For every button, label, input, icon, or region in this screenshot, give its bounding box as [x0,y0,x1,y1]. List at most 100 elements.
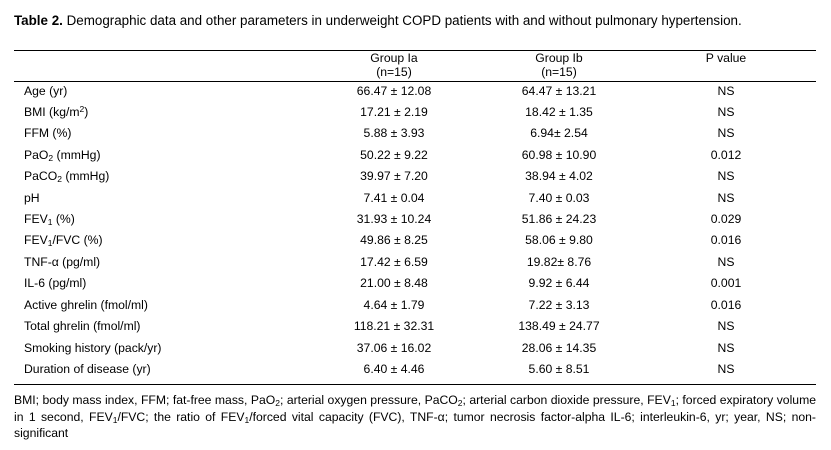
header-group-ib: Group Ib (n=15) [479,51,639,79]
row-p-value: NS [717,105,735,119]
footnote-subscript: 2 [275,398,280,408]
row-group-ia-value: 21.00 ± 8.48 [360,276,428,290]
row-group-ia-value: 118.21 ± 32.31 [353,319,435,333]
row-group-ia-value: 37.06 ± 16.02 [356,341,432,355]
table-row: IL-6 (pg/ml) 21.00 ± 8.48 9.92 ± 6.44 0.… [14,273,816,294]
row-parameter: FEV1/FVC (%) [24,230,103,251]
row-parameter-subscript: 2 [48,153,54,163]
row-group-ib-value: 6.94± 2.54 [530,126,588,140]
row-group-ia-value: 7.41 ± 0.04 [363,191,425,205]
row-group-ia-value: 50.22 ± 9.22 [360,148,428,162]
row-p-value: NS [717,362,735,376]
row-p-value: 0.029 [710,212,742,226]
row-p-value: NS [717,341,735,355]
row-parameter: BMI (kg/m2) [24,102,88,123]
header-rule [14,81,816,82]
row-group-ia-value: 5.88 ± 3.93 [363,126,425,140]
row-group-ib-value: 9.92 ± 6.44 [528,276,590,290]
table-row: FFM (%) 5.88 ± 3.93 6.94± 2.54 NS [14,123,816,144]
row-group-ib-value: 18.42 ± 1.35 [525,105,593,119]
row-parameter-subscript: 1 [47,238,53,248]
row-parameter-text-end: (mmHg) [53,148,101,162]
table-row: TNF-α (pg/ml) 17.42 ± 6.59 19.82± 8.76 N… [14,252,816,273]
row-parameter: Total ghrelin (fmol/ml) [24,319,141,333]
row-parameter-subscript: 1 [47,217,53,227]
table-row: FEV1 (%) 31.93 ± 10.24 51.86 ± 24.23 0.0… [14,209,816,230]
row-parameter-text-end: (mmHg) [61,169,110,183]
footnote-subscript: 1 [670,398,676,408]
row-parameter: TNF-α (pg/ml) [24,255,101,269]
row-p-value: NS [717,84,735,98]
row-parameter: FFM (%) [24,126,72,140]
row-group-ib-value: 64.47 ± 13.21 [521,84,597,98]
row-group-ia-value: 6.40 ± 4.46 [363,362,425,376]
footnote-text: ; arterial oxygen pressure, PaCO [280,393,458,407]
header-p-value: P value [646,51,806,66]
row-group-ia-value: 66.47 ± 12.08 [356,84,432,98]
table-row: Smoking history (pack/yr) 37.06 ± 16.02 … [14,338,816,359]
row-parameter: Duration of disease (yr) [24,362,151,376]
row-parameter-text: FEV [24,233,48,247]
bottom-rule [14,384,816,385]
row-group-ib-value: 38.94 ± 4.02 [525,169,593,183]
table-row: PaO2 (mmHg) 50.22 ± 9.22 60.98 ± 10.90 0… [14,145,816,166]
header-group-ib-name: Group Ib [535,51,583,65]
row-group-ia-value: 17.42 ± 6.59 [360,255,428,269]
row-group-ia-value: 4.64 ± 1.79 [363,298,425,312]
table-row: pH 7.41 ± 0.04 7.40 ± 0.03 NS [14,188,816,209]
table-row: BMI (kg/m2) 17.21 ± 2.19 18.42 ± 1.35 NS [14,102,816,123]
footnote-subscript: 2 [457,398,463,408]
header-p-value-label: P value [705,51,747,65]
row-group-ia-value: 39.97 ± 7.20 [360,169,428,183]
row-p-value: NS [717,319,735,333]
row-group-ib-value: 7.40 ± 0.03 [528,191,590,205]
row-parameter: FEV1 (%) [24,209,75,230]
row-parameter-text: FEV [24,212,48,226]
table-footnote: BMI; body mass index, FFM; fat-free mass… [14,392,816,442]
header-group-ia: Group Ia (n=15) [314,51,474,79]
row-parameter-text-end: /FVC (%) [52,233,103,247]
row-p-value: 0.012 [710,148,742,162]
footnote-text: /FVC; the ratio of FEV [117,409,245,424]
row-group-ib-value: 58.06 ± 9.80 [525,233,593,247]
table-header: Group Ia (n=15) Group Ib (n=15) P value [14,51,816,82]
footnote-text: BMI; body mass index, FFM; fat-free mass… [14,393,276,407]
row-parameter-text-end: ) [84,105,89,119]
footnote-text: /forced vital capacity (FVC), TNF-α; tum… [14,409,816,441]
table-caption: Table 2. Demographic data and other para… [14,13,819,29]
row-group-ib-value: 19.82± 8.76 [526,255,592,269]
row-parameter-text: PaCO [24,169,58,183]
table-row: Age (yr) 66.47 ± 12.08 64.47 ± 13.21 NS [14,81,816,102]
row-parameter: PaO2 (mmHg) [24,145,101,166]
row-parameter: Active ghrelin (fmol/ml) [24,298,148,312]
row-group-ib-value: 7.22 ± 3.13 [528,298,590,312]
row-group-ia-value: 17.21 ± 2.19 [360,105,428,119]
row-group-ib-value: 28.06 ± 14.35 [521,341,597,355]
row-parameter: Smoking history (pack/yr) [24,341,162,355]
row-p-value: NS [717,126,735,140]
row-p-value: NS [717,169,735,183]
table-row: FEV1/FVC (%) 49.86 ± 8.25 58.06 ± 9.80 0… [14,230,816,251]
row-parameter-text: BMI (kg/m [24,105,80,119]
table-row: PaCO2 (mmHg) 39.97 ± 7.20 38.94 ± 4.02 N… [14,166,816,187]
row-p-value: 0.016 [710,233,742,247]
row-parameter: IL-6 (pg/ml) [24,276,87,290]
row-group-ia-value: 31.93 ± 10.24 [356,212,432,226]
row-p-value: NS [717,191,735,205]
row-parameter-superscript: 2 [79,104,85,114]
row-p-value: 0.016 [710,298,742,312]
row-group-ia-value: 49.86 ± 8.25 [360,233,428,247]
row-parameter-subscript: 2 [57,174,62,184]
caption-text: Demographic data and other parameters in… [62,13,742,28]
row-group-ib-value: 60.98 ± 10.90 [521,148,597,162]
row-parameter: PaCO2 (mmHg) [24,166,109,187]
header-group-ib-n: (n=15) [541,64,577,79]
footnote-subscript: 1 [112,414,118,425]
row-parameter: pH [24,191,40,205]
row-parameter-text: PaO [24,148,49,162]
row-parameter: Age (yr) [24,84,68,98]
footnote-subscript: 1 [244,414,250,425]
table-row: Total ghrelin (fmol/ml) 118.21 ± 32.31 1… [14,316,816,337]
top-rule [14,50,816,51]
